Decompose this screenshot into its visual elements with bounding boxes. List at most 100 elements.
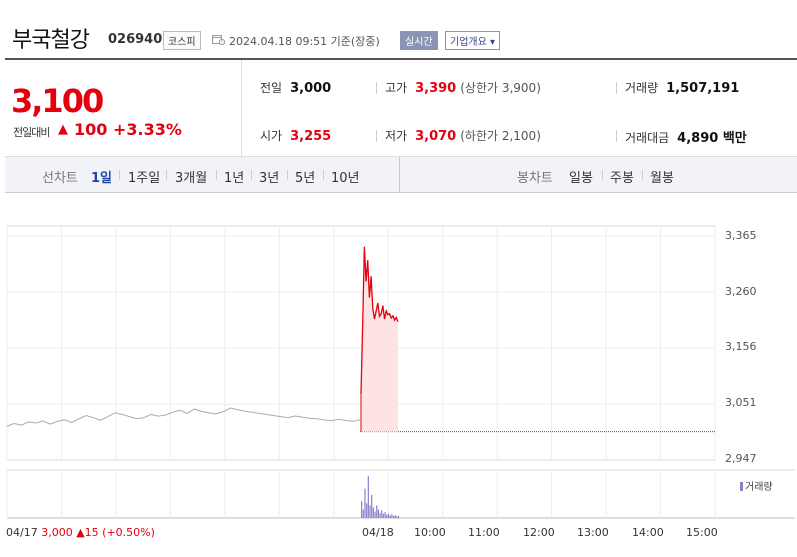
prev-day-rate: (+0.50%) [102,526,155,539]
price-change-rate: +3.33% [113,120,182,139]
amount-value: 4,890 백만 [677,131,747,146]
volume-bar [369,505,371,518]
chart-period-tabs: 선차트 1일 1주일 3개월 1년 3년 5년 10년 봉차트 일봉 주봉 월봉 [5,157,797,193]
open-label: 시가 [260,129,283,143]
up-arrow-icon: ▲ [76,526,85,539]
volume-bar [361,501,363,518]
candle-chart-label: 봉차트 [517,171,553,186]
volume-bar [379,512,381,518]
day-high: 고가 3,390 (상한가 3,900) [385,79,541,96]
divider [616,130,617,142]
prev-close-label: 전일 [260,81,283,95]
volume-bar [387,513,390,518]
volume-legend: 거래량 [740,478,773,493]
today-price-line [360,246,399,395]
quote-timestamp: 2024.04.18 09:51 기준(장중) [229,35,380,48]
y-tick-label: 2,947 [725,452,757,465]
realtime-badge: 실시간 [400,31,438,50]
intraday-price-chart: 3,365 3,260 3,156 3,051 2,947 거래량 04/17 … [5,200,797,557]
volume-legend-label: 거래량 [745,482,773,493]
volume-bar [374,511,376,518]
tab-3month[interactable]: 3개월 [175,171,208,186]
high-value: 3,390 [415,81,457,96]
prev-day-info: 04/17 3,000 ▲15 (+0.50%) [6,526,155,539]
tab-1day[interactable]: 1일 [91,171,113,186]
day-low: 저가 3,070 (하한가 2,100) [385,127,541,144]
volume-bar [392,515,395,518]
trade-amount: 거래대금 4,890 백만 [625,127,747,146]
tab-1week[interactable]: 1주일 [128,171,161,186]
market-badge: 코스피 [163,31,201,50]
tab-monthly-candle[interactable]: 월봉 [650,171,674,186]
tab-10year[interactable]: 10년 [331,171,360,186]
volume-bar [364,488,366,518]
y-tick-label: 3,156 [725,340,757,353]
upper-limit: (상한가 3,900) [460,81,541,95]
volume-bar [398,515,400,518]
volume-bar [384,512,386,518]
tab-1year[interactable]: 1년 [224,171,245,186]
volume-swatch [740,482,743,491]
volume-bar [367,476,369,518]
volume-bar [382,513,385,518]
volume-bar [366,503,368,518]
volume-bar [394,515,396,518]
volume-bar [376,505,378,518]
volume-bar [372,507,374,518]
prev-close: 전일 3,000 [260,79,331,96]
volume-bar [389,515,391,518]
tab-5year[interactable]: 5년 [295,171,316,186]
volume-bar [371,494,373,518]
divider [376,82,377,94]
volume-bar [377,509,380,518]
volume: 거래량 1,507,191 [625,79,739,96]
up-arrow-icon: ▲ [58,122,68,137]
x-tick-label: 11:00 [468,526,500,539]
volume-bar [386,514,388,518]
x-tick-label: 14:00 [632,526,664,539]
volume-label: 거래량 [625,81,659,95]
divider [642,170,643,180]
y-tick-label: 3,051 [725,396,757,409]
quote-summary: 3,100 전일대비 ▲ 100 +3.33% 전일 3,000 고가 3,390(… [5,58,797,157]
divider [602,170,603,180]
y-tick-label: 3,260 [725,285,757,298]
x-tick-label: 04/18 [362,526,394,539]
price-chart-svg [6,225,795,519]
current-price: 3,100 [11,82,104,120]
low-value: 3,070 [415,129,457,144]
change-label: 전일대비 [13,126,50,139]
tab-weekly-candle[interactable]: 주봉 [610,171,634,186]
prev-day-close: 3,000 [41,526,73,539]
company-overview-button[interactable]: 기업개요 ▾ [445,31,500,50]
price-change: 100 [74,120,108,139]
x-tick-label: 10:00 [414,526,446,539]
line-chart-label: 선차트 [42,171,78,186]
x-tick-label: 15:00 [686,526,718,539]
line-chart-tabs: 선차트 1일 1주일 3개월 1년 3년 5년 10년 [5,157,400,192]
prev-day-date: 04/17 [6,526,38,539]
calendar-clock-icon [212,35,225,45]
x-tick-label: 12:00 [523,526,555,539]
open-price: 시가 3,255 [260,127,331,144]
tab-daily-candle[interactable]: 일봉 [569,171,593,186]
x-tick-label: 13:00 [577,526,609,539]
open-value: 3,255 [290,129,332,144]
divider [616,82,617,94]
divider [119,170,120,180]
divider [287,170,288,180]
divider [323,170,324,180]
prev-close-value: 3,000 [290,81,332,96]
divider [376,130,377,142]
volume-bar [396,516,398,518]
volume-value: 1,507,191 [666,81,740,96]
stock-header: 부국철강 026940 코스피 2024.04.18 09:51 기준(장중) … [0,0,797,58]
high-label: 고가 [385,81,408,95]
y-tick-label: 3,365 [725,229,757,242]
prev-day-line [6,407,361,427]
tab-3year[interactable]: 3년 [259,171,280,186]
lower-limit: (하한가 2,100) [460,129,541,143]
current-price-box: 3,100 전일대비 ▲ 100 +3.33% [5,60,242,157]
stock-code: 026940 [108,32,163,47]
stock-name: 부국철강 [12,28,90,53]
